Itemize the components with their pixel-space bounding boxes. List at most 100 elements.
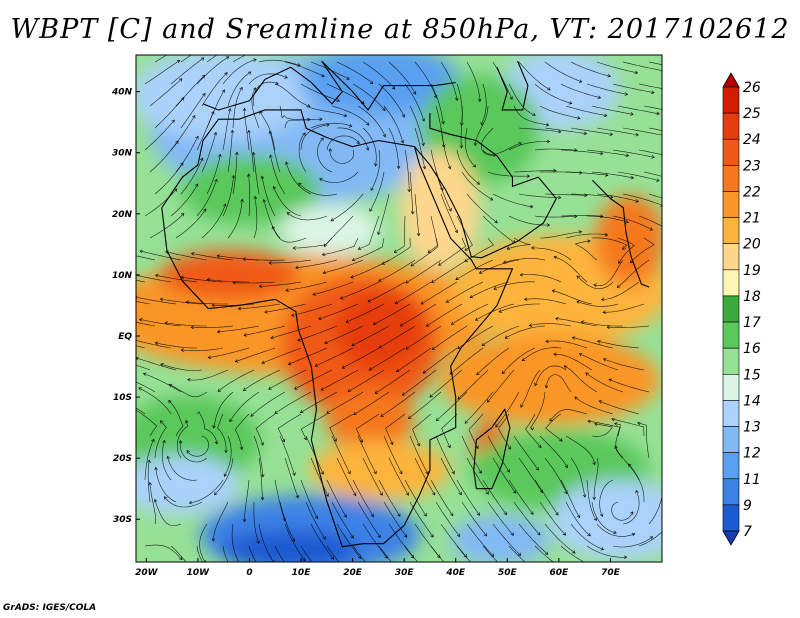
streamline [326,545,340,562]
streamline [461,171,493,201]
streamline [274,83,311,107]
streamline [208,347,250,358]
streamline-arrow [350,535,354,539]
streamline-arrow [421,118,425,122]
streamline-arrow [162,439,166,444]
colorbar-label: 9 [743,498,752,514]
streamline-arrow [635,489,639,494]
streamline [357,435,377,475]
streamline-arrow [546,223,551,227]
streamline [501,347,536,374]
streamline-arrow [564,464,568,469]
streamline-arrow [381,261,386,265]
streamline [617,105,660,115]
streamline [440,193,458,233]
streamline-arrow [394,300,399,305]
streamline-arrow [604,173,609,177]
streamline-arrow [185,300,189,304]
streamline-arrow [464,247,469,251]
streamline [269,131,281,173]
coastline [161,109,514,548]
streamline [440,61,458,101]
streamline-arrow [538,444,542,449]
streamline-arrow [396,165,401,170]
coastline [473,408,511,490]
streamline [529,323,572,327]
streamline-arrow [395,368,400,373]
streamline-arrow [509,96,513,100]
streamline [534,215,577,218]
streamline [144,439,155,481]
streamline-arrow [213,131,217,136]
streamline [601,281,640,300]
streamline-arrow [382,133,386,138]
colorbar-label: 17 [743,315,761,331]
streamline [352,237,385,261]
streamline [284,457,299,499]
streamline-arrow [377,576,380,579]
streamline [383,105,404,144]
streamline [362,457,383,496]
streamline-arrow [164,321,169,325]
streamline-arrow [447,444,451,449]
streamline-arrow [553,352,557,357]
streamline-arrow [224,449,228,454]
streamline-arrow [399,323,404,327]
streamline-arrow [231,175,236,179]
streamline [596,523,635,537]
streamline [405,325,442,350]
streamline-arrow [260,474,265,478]
streamline-arrow [531,246,535,250]
streamline-arrow [199,157,204,162]
streamline [341,347,380,369]
streamline [169,384,208,398]
streamline-arrow [353,411,357,416]
streamline-arrow [475,445,479,450]
streamline [449,347,484,375]
streamline-arrow [478,470,482,474]
streamline-arrow [530,427,535,431]
streamline-arrow [341,365,346,369]
streamline [175,75,205,107]
colorbar-label: 23 [743,158,761,174]
streamline-arrow [180,348,185,352]
streamline [539,105,581,119]
streamline [229,391,260,422]
streamline [552,290,593,305]
streamline-arrow [260,442,264,446]
streamline [300,479,318,519]
streamline [591,171,634,179]
streamline [232,281,276,284]
colorbar: 26 25 24 23 22 21 20 19 18 17 16 15 14 13 12 11 9 7 [722,72,761,546]
x-tick-label: 20E [343,568,363,578]
streamline-arrow [599,151,604,156]
streamline [560,83,601,99]
streamline-arrow [256,540,260,545]
streamline [607,325,650,329]
streamline [414,61,437,99]
streamline [388,457,409,496]
streamline-arrow [284,75,288,79]
streamline [608,379,650,393]
streamline-arrow [412,91,417,95]
streamline-arrow [240,198,244,203]
streamline [475,303,515,321]
streamline-arrow [319,117,323,122]
streamline-arrow [214,178,218,183]
streamline [345,303,385,323]
streamline-arrow [148,481,152,486]
streamline [258,59,301,66]
streamline [591,105,634,115]
streamline [617,171,660,181]
streamline-arrow [151,438,155,443]
streamline-arrow [682,181,685,184]
streamline [570,193,613,198]
streamline [352,545,366,562]
streamline [388,127,399,169]
streamline [476,347,510,375]
streamline [534,83,572,104]
streamline-arrow [624,92,629,96]
streamline-arrow [138,387,142,391]
streamline [155,467,177,503]
streamline [331,435,351,475]
